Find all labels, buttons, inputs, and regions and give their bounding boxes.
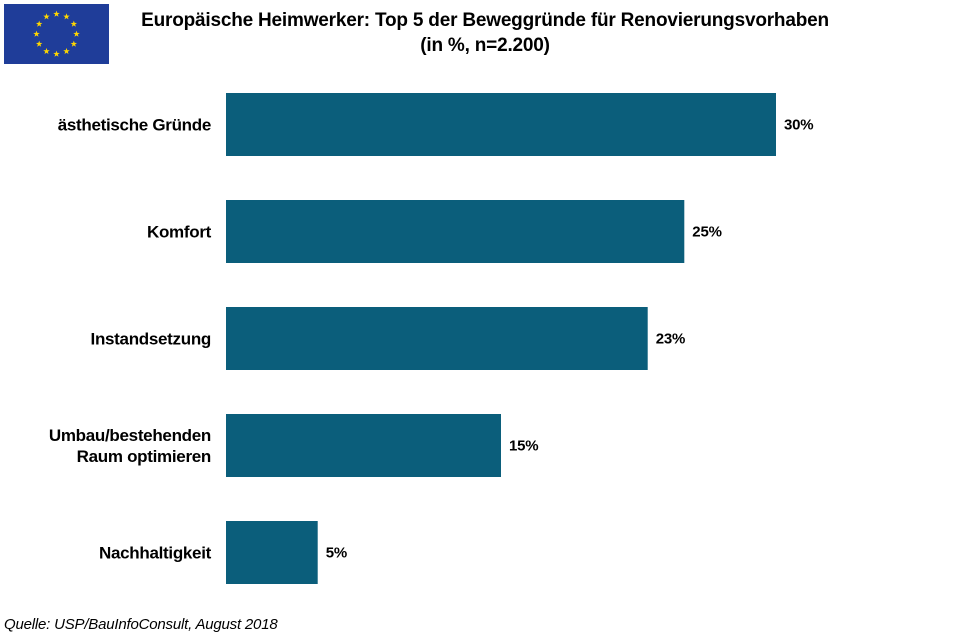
chart-title-block: Europäische Heimwerker: Top 5 der Bewegg…: [110, 8, 860, 58]
eu-star-icon: [70, 20, 78, 27]
category-label: Instandsetzung: [91, 330, 211, 349]
category-label: Nachhaltigkeit: [99, 544, 212, 563]
bar: [226, 521, 318, 584]
eu-star-icon: [73, 30, 80, 37]
eu-star-icon: [70, 40, 78, 47]
value-label: 23%: [656, 331, 685, 348]
value-label: 25%: [692, 224, 721, 241]
bars-layer: ästhetische Gründe 30% Komfort 25% Instandse…: [49, 93, 814, 584]
category-label: Komfort: [147, 223, 212, 242]
eu-star-icon: [35, 40, 43, 47]
chart-title: Europäische Heimwerker: Top 5 der Bewegg…: [141, 10, 829, 31]
eu-star-icon: [63, 47, 70, 55]
value-label: 30%: [784, 117, 813, 134]
chart-subtitle: (in %, n=2.200): [420, 35, 550, 56]
source-note: Quelle: USP/BauInfoConsult, August 2018: [4, 616, 278, 633]
bar: [226, 93, 776, 156]
eu-star-icon: [43, 13, 50, 20]
bar: [226, 307, 648, 370]
eu-star-icon: [43, 47, 50, 55]
eu-flag-icon: [4, 4, 109, 64]
value-label: 5%: [326, 545, 347, 562]
bar: [226, 200, 685, 263]
eu-flag-stars: [33, 10, 80, 57]
eu-star-icon: [33, 30, 40, 37]
category-label: ästhetische Gründe: [58, 116, 211, 135]
eu-star-icon: [53, 10, 60, 17]
value-label: 15%: [509, 438, 538, 455]
eu-star-icon: [35, 20, 43, 27]
bar: [226, 414, 501, 477]
eu-star-icon: [63, 13, 70, 20]
eu-star-icon: [53, 50, 60, 57]
category-label: Umbau/bestehenden Raum optimieren: [49, 426, 211, 466]
